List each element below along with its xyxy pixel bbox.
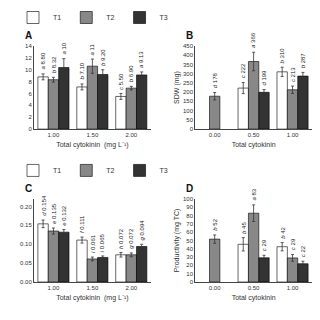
svg-text:0.00: 0.00 xyxy=(209,132,221,138)
svg-text:b 42: b 42 xyxy=(280,226,286,238)
svg-text:30: 30 xyxy=(186,254,193,260)
svg-text:0.00: 0.00 xyxy=(209,285,221,291)
svg-text:c 213: c 213 xyxy=(290,67,296,82)
svg-text:T2: T2 xyxy=(106,14,114,21)
svg-text:c 22: c 22 xyxy=(300,245,306,257)
svg-text:T3: T3 xyxy=(160,167,168,174)
svg-text:c 222: c 222 xyxy=(240,63,246,78)
svg-text:10: 10 xyxy=(186,271,193,277)
svg-text:0.05: 0.05 xyxy=(20,260,32,266)
svg-text:T2: T2 xyxy=(106,167,114,174)
svg-text:g 0.094: g 0.094 xyxy=(139,220,145,241)
svg-text:f 0.111: f 0.111 xyxy=(79,215,85,233)
svg-text:0.50: 0.50 xyxy=(248,132,260,138)
svg-text:150: 150 xyxy=(183,98,194,104)
svg-text:e 0.132: e 0.132 xyxy=(61,205,67,226)
svg-text:12: 12 xyxy=(25,55,32,61)
svg-text:C: C xyxy=(25,183,32,194)
svg-text:A: A xyxy=(25,30,32,41)
svg-text:T1: T1 xyxy=(53,167,61,174)
svg-text:350: 350 xyxy=(183,62,194,68)
svg-text:1.00: 1.00 xyxy=(48,285,60,291)
svg-text:h 0.072: h 0.072 xyxy=(118,228,124,249)
svg-text:a 10: a 10 xyxy=(61,42,67,54)
svg-text:100: 100 xyxy=(183,196,194,202)
svg-text:D: D xyxy=(186,183,193,194)
svg-text:10: 10 xyxy=(25,67,32,73)
svg-text:0: 0 xyxy=(28,126,32,132)
svg-text:b 8.32: b 8.32 xyxy=(51,56,57,73)
svg-text:60: 60 xyxy=(186,229,193,235)
svg-text:0.00: 0.00 xyxy=(20,279,32,285)
svg-text:T3: T3 xyxy=(160,14,168,21)
svg-text:100: 100 xyxy=(183,108,194,114)
svg-text:20: 20 xyxy=(186,262,193,268)
svg-text:a 9.13: a 9.13 xyxy=(138,51,144,68)
svg-text:40: 40 xyxy=(186,246,193,252)
svg-text:1.00: 1.00 xyxy=(287,285,299,291)
svg-text:200: 200 xyxy=(183,89,194,95)
svg-text:b 45: b 45 xyxy=(241,222,247,234)
svg-text:70: 70 xyxy=(186,221,193,227)
svg-text:50: 50 xyxy=(186,238,193,244)
svg-text:Total cytokinin (mg L⁻¹): Total cytokinin (mg L⁻¹) xyxy=(56,294,128,302)
svg-text:1.00: 1.00 xyxy=(287,132,299,138)
svg-text:SDW (mg): SDW (mg) xyxy=(173,71,181,104)
svg-text:c 29: c 29 xyxy=(261,239,267,251)
svg-text:d 199: d 199 xyxy=(261,70,267,86)
svg-text:0: 0 xyxy=(190,279,194,285)
svg-text:d 178: d 178 xyxy=(212,73,218,89)
svg-text:a 8.80: a 8.80 xyxy=(40,52,46,69)
svg-text:50: 50 xyxy=(186,117,193,123)
svg-text:B: B xyxy=(186,30,193,41)
svg-text:1.50: 1.50 xyxy=(87,285,99,291)
svg-text:2.00: 2.00 xyxy=(125,285,137,291)
svg-text:4: 4 xyxy=(28,102,32,108)
svg-text:1.00: 1.00 xyxy=(48,132,60,138)
svg-text:80: 80 xyxy=(186,213,193,219)
svg-text:14: 14 xyxy=(25,43,32,49)
svg-text:0: 0 xyxy=(190,126,194,132)
svg-text:Productivity (mg TC): Productivity (mg TC) xyxy=(173,209,181,273)
svg-text:0.15: 0.15 xyxy=(20,222,32,228)
svg-text:1.50: 1.50 xyxy=(87,132,99,138)
svg-text:d 0.154: d 0.154 xyxy=(41,195,47,216)
svg-text:400: 400 xyxy=(183,52,194,58)
svg-text:c 5.50: c 5.50 xyxy=(118,73,124,90)
svg-text:i 0.065: i 0.065 xyxy=(99,234,105,253)
svg-text:6: 6 xyxy=(28,91,32,97)
svg-text:c 29: c 29 xyxy=(290,238,296,250)
svg-text:Total cytokinin: Total cytokinin xyxy=(232,294,276,302)
svg-text:b 6.90: b 6.90 xyxy=(128,65,134,82)
svg-text:8: 8 xyxy=(28,79,32,85)
svg-text:b 9.20: b 9.20 xyxy=(100,49,106,66)
svg-text:300: 300 xyxy=(183,71,194,77)
svg-text:b 287: b 287 xyxy=(300,53,306,69)
svg-text:a 83: a 83 xyxy=(251,188,257,200)
svg-text:0.20: 0.20 xyxy=(20,204,32,210)
svg-text:90: 90 xyxy=(186,204,193,210)
svg-text:g 0.072: g 0.072 xyxy=(128,228,134,249)
svg-text:T1: T1 xyxy=(53,14,61,21)
svg-text:a 11: a 11 xyxy=(89,44,95,56)
svg-text:450: 450 xyxy=(183,43,194,49)
svg-text:Total cytokinin: Total cytokinin xyxy=(232,141,276,149)
svg-text:2: 2 xyxy=(28,114,32,120)
svg-text:e 0.135: e 0.135 xyxy=(51,203,57,224)
svg-text:b 7.10: b 7.10 xyxy=(79,62,85,79)
svg-text:i 0.061: i 0.061 xyxy=(90,234,96,253)
svg-text:b 310: b 310 xyxy=(279,48,285,64)
svg-text:250: 250 xyxy=(183,80,194,86)
svg-text:a 366: a 366 xyxy=(250,32,256,48)
svg-text:0.10: 0.10 xyxy=(20,241,32,247)
svg-text:2.00: 2.00 xyxy=(125,132,137,138)
svg-text:0.50: 0.50 xyxy=(248,285,260,291)
svg-text:b 52: b 52 xyxy=(212,218,218,230)
svg-text:Total cytokinin (mg L⁻¹): Total cytokinin (mg L⁻¹) xyxy=(56,141,128,149)
